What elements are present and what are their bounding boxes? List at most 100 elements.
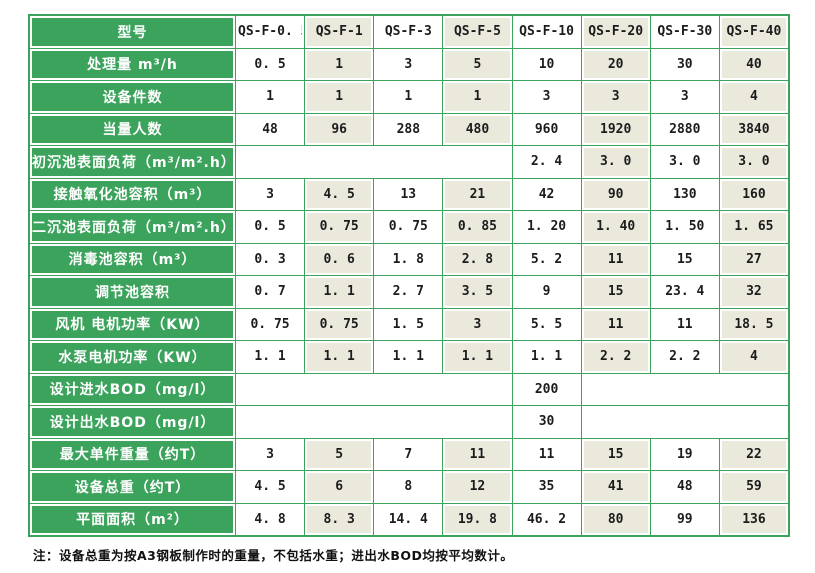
value-cell: 1 bbox=[236, 81, 305, 113]
value-cell: 1. 1 bbox=[443, 341, 512, 373]
value-cell: 46. 2 bbox=[512, 503, 581, 535]
value-cell: 4. 8 bbox=[236, 503, 305, 535]
value-cell: 0. 7 bbox=[236, 276, 305, 308]
value-cell: 99 bbox=[650, 503, 719, 535]
value-cell: 0. 75 bbox=[305, 308, 374, 340]
value-cell bbox=[236, 406, 512, 438]
row-label-cell: 设计进水BOD（mg/l） bbox=[30, 373, 235, 405]
value-cell: 1 bbox=[374, 81, 443, 113]
value-cell bbox=[581, 406, 788, 438]
value-cell: 1 bbox=[443, 81, 512, 113]
value-cell: 15 bbox=[581, 438, 650, 470]
value-cell: 3 bbox=[512, 81, 581, 113]
value-cell: 960 bbox=[512, 113, 581, 145]
value-cell: 1. 1 bbox=[305, 276, 374, 308]
value-cell: 5 bbox=[305, 438, 374, 470]
value-cell: 32 bbox=[719, 276, 788, 308]
value-cell: 8. 3 bbox=[305, 503, 374, 535]
table-row: 设计进水BOD（mg/l） 200 bbox=[30, 373, 788, 405]
spec-table-container: 型号 QS-F-0. 5 QS-F-1 QS-F-3 QS-F-5 QS-F-10 QS-F… bbox=[28, 14, 790, 537]
value-cell: 136 bbox=[719, 503, 788, 535]
table-row: 风机 电机功率（KW） 0. 75 0. 75 1. 5 3 5. 5 11 11 18. 5 bbox=[30, 308, 788, 340]
value-cell: 2. 7 bbox=[374, 276, 443, 308]
value-cell: 4 bbox=[719, 341, 788, 373]
value-cell: 1. 8 bbox=[374, 243, 443, 275]
value-cell: 14. 4 bbox=[374, 503, 443, 535]
value-cell: 160 bbox=[719, 178, 788, 210]
value-cell: 0. 5 bbox=[236, 211, 305, 243]
model-header-cell: QS-F-0. 5 bbox=[236, 16, 305, 48]
model-header-cell: QS-F-1 bbox=[305, 16, 374, 48]
header-row: 型号 QS-F-0. 5 QS-F-1 QS-F-3 QS-F-5 QS-F-10 QS-F… bbox=[30, 16, 788, 48]
value-cell: 48 bbox=[236, 113, 305, 145]
value-cell: 59 bbox=[719, 471, 788, 503]
model-header-cell: QS-F-40 bbox=[719, 16, 788, 48]
table-row: 消毒池容积（m³） 0. 3 0. 6 1. 8 2. 8 5. 2 11 15 27 bbox=[30, 243, 788, 275]
value-cell: 2. 4 bbox=[512, 146, 581, 178]
value-cell: 1. 20 bbox=[512, 211, 581, 243]
value-cell: 11 bbox=[443, 438, 512, 470]
value-cell: 30 bbox=[650, 48, 719, 80]
value-cell: 80 bbox=[581, 503, 650, 535]
value-cell: 15 bbox=[650, 243, 719, 275]
value-cell: 3. 5 bbox=[443, 276, 512, 308]
table-row: 设备总重（约T） 4. 5 6 8 12 35 41 48 59 bbox=[30, 471, 788, 503]
value-cell: 1 bbox=[305, 81, 374, 113]
table-row: 接触氧化池容积（m³） 3 4. 5 13 21 42 90 130 160 bbox=[30, 178, 788, 210]
row-label-cell: 消毒池容积（m³） bbox=[30, 243, 235, 275]
value-cell: 4. 5 bbox=[305, 178, 374, 210]
value-cell: 2. 2 bbox=[650, 341, 719, 373]
value-cell: 8 bbox=[374, 471, 443, 503]
row-label-cell: 平面面积（m²） bbox=[30, 503, 235, 535]
value-cell: 19. 8 bbox=[443, 503, 512, 535]
value-cell: 27 bbox=[719, 243, 788, 275]
footnote: 注：设备总重为按A3钢板制作时的重量，不包括水重；进出水BOD均按平均数计。 bbox=[33, 548, 514, 563]
row-label-cell: 最大单件重量（约T） bbox=[30, 438, 235, 470]
value-cell: 2880 bbox=[650, 113, 719, 145]
value-cell: 0. 85 bbox=[443, 211, 512, 243]
row-label-cell: 处理量 m³/h bbox=[30, 48, 235, 80]
value-cell: 35 bbox=[512, 471, 581, 503]
value-cell: 90 bbox=[581, 178, 650, 210]
value-cell: 21 bbox=[443, 178, 512, 210]
value-cell: 11 bbox=[512, 438, 581, 470]
value-cell: 2. 8 bbox=[443, 243, 512, 275]
value-cell: 1. 1 bbox=[512, 341, 581, 373]
spec-table: 型号 QS-F-0. 5 QS-F-1 QS-F-3 QS-F-5 QS-F-10 QS-F… bbox=[28, 14, 790, 537]
value-cell: 200 bbox=[512, 373, 581, 405]
value-cell: 3840 bbox=[719, 113, 788, 145]
row-label-cell: 设计出水BOD（mg/l） bbox=[30, 406, 235, 438]
row-label-cell: 当量人数 bbox=[30, 113, 235, 145]
value-cell: 1. 40 bbox=[581, 211, 650, 243]
value-cell: 3 bbox=[650, 81, 719, 113]
table-row: 处理量 m³/h 0. 5 1 3 5 10 20 30 40 bbox=[30, 48, 788, 80]
row-label-cell: 设备件数 bbox=[30, 81, 235, 113]
table-row: 平面面积（m²） 4. 8 8. 3 14. 4 19. 8 46. 2 80 99 136 bbox=[30, 503, 788, 535]
value-cell: 10 bbox=[512, 48, 581, 80]
value-cell: 3 bbox=[581, 81, 650, 113]
value-cell: 2. 2 bbox=[581, 341, 650, 373]
value-cell: 96 bbox=[305, 113, 374, 145]
table-row: 初沉池表面负荷（m³/m².h） 2. 4 3. 0 3. 0 3. 0 bbox=[30, 146, 788, 178]
value-cell: 11 bbox=[581, 308, 650, 340]
value-cell: 1. 1 bbox=[236, 341, 305, 373]
value-cell: 40 bbox=[719, 48, 788, 80]
value-cell: 7 bbox=[374, 438, 443, 470]
spec-table-body: 型号 QS-F-0. 5 QS-F-1 QS-F-3 QS-F-5 QS-F-10 QS-F… bbox=[30, 16, 788, 535]
model-header-cell: QS-F-30 bbox=[650, 16, 719, 48]
value-cell: 11 bbox=[581, 243, 650, 275]
model-header-cell: QS-F-3 bbox=[374, 16, 443, 48]
value-cell: 1. 5 bbox=[374, 308, 443, 340]
value-cell: 9 bbox=[512, 276, 581, 308]
table-row: 设计出水BOD（mg/l） 30 bbox=[30, 406, 788, 438]
value-cell: 0. 75 bbox=[236, 308, 305, 340]
value-cell: 130 bbox=[650, 178, 719, 210]
table-row: 最大单件重量（约T） 3 5 7 11 11 15 19 22 bbox=[30, 438, 788, 470]
row-label-cell: 设备总重（约T） bbox=[30, 471, 235, 503]
value-cell: 13 bbox=[374, 178, 443, 210]
value-cell: 22 bbox=[719, 438, 788, 470]
value-cell: 11 bbox=[650, 308, 719, 340]
row-label-cell: 二沉池表面负荷（m³/m².h） bbox=[30, 211, 235, 243]
row-label-cell: 初沉池表面负荷（m³/m².h） bbox=[30, 146, 235, 178]
